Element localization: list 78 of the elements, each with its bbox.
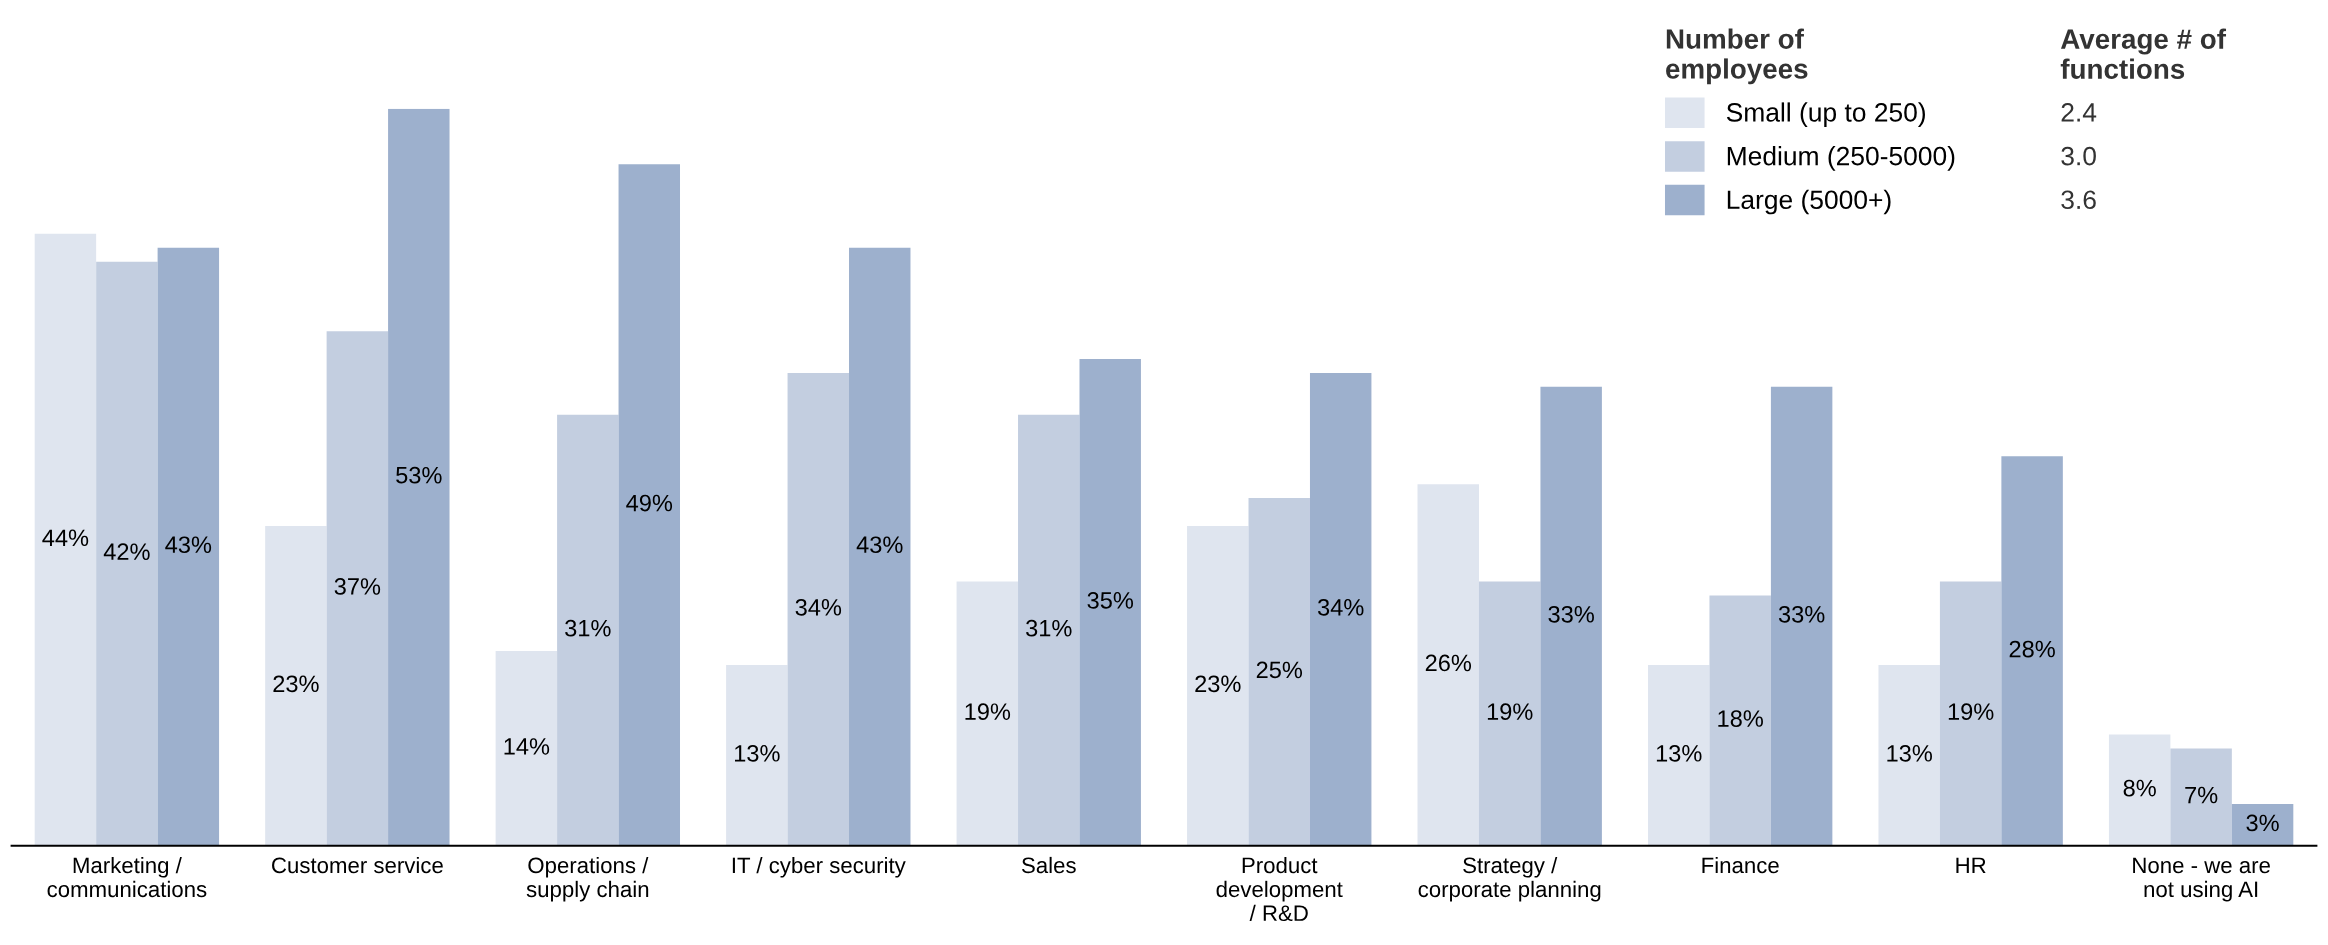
data-label: 49% <box>626 494 673 512</box>
data-label: 33% <box>1778 605 1825 623</box>
bar <box>2231 804 2294 846</box>
data-label: 31% <box>1026 619 1072 637</box>
data-label: 34% <box>1317 598 1364 616</box>
data-label: 8% <box>2123 779 2156 797</box>
data-label: 19% <box>1948 703 1994 720</box>
data-label: 14% <box>504 738 550 755</box>
x-tick-label: HR <box>1956 857 1986 873</box>
bar <box>1647 664 1710 846</box>
bar <box>849 247 911 846</box>
bar <box>326 331 389 846</box>
bar <box>618 164 681 846</box>
x-tick-label: None - we are not using AI <box>2133 857 2270 902</box>
bar <box>2108 734 2171 846</box>
bar <box>787 372 850 846</box>
data-label: 43% <box>165 536 212 554</box>
bar <box>2170 748 2232 846</box>
x-tick-label: Sales <box>1021 856 1076 874</box>
bar <box>96 261 158 846</box>
data-label: 42% <box>103 543 150 560</box>
annotation: 3.6 <box>2061 190 2096 210</box>
bar <box>1187 525 1249 846</box>
legend-label: Small (up to 250) <box>1726 102 1925 127</box>
x-tick-label: Strategy / corporate planning <box>1418 856 1601 902</box>
data-label: 23% <box>273 675 319 693</box>
data-label: 31% <box>565 619 611 637</box>
bar <box>1018 414 1080 846</box>
data-label: 7% <box>2185 786 2218 804</box>
bar <box>1079 359 1141 846</box>
data-label: 43% <box>856 536 903 554</box>
bar <box>726 664 788 846</box>
data-label: 13% <box>735 744 780 762</box>
data-label: 23% <box>1195 675 1241 693</box>
annotation: 2.4 <box>2061 103 2097 122</box>
data-label: 34% <box>795 598 842 616</box>
bar <box>2001 456 2063 846</box>
data-label: 35% <box>1087 592 1134 609</box>
annotation: 3.0 <box>2061 146 2096 166</box>
bar <box>34 233 97 846</box>
legend-title: Number of employees <box>1666 28 1808 85</box>
bar <box>1770 386 1833 846</box>
data-label: 25% <box>1256 661 1303 679</box>
bar <box>265 525 327 846</box>
bar <box>1309 372 1372 846</box>
data-label: 28% <box>2009 640 2055 658</box>
bar <box>1939 581 2002 846</box>
legend-label: Large (5000+) <box>1727 189 1891 215</box>
bar <box>1709 595 1771 846</box>
data-label: 53% <box>396 466 442 484</box>
data-label: 3% <box>2246 814 2279 832</box>
bar <box>388 108 450 846</box>
x-tick-label: Marketing / communications <box>47 856 207 898</box>
x-tick-label: Operations / supply chain <box>526 856 649 902</box>
bar <box>1478 581 1541 846</box>
bar <box>557 414 619 846</box>
data-label: 37% <box>334 578 381 595</box>
x-tick-label: Customer service <box>272 856 443 874</box>
bar <box>157 247 220 846</box>
bar <box>1248 498 1310 846</box>
bar <box>956 581 1019 846</box>
data-label: 19% <box>1487 703 1533 720</box>
data-label: 26% <box>1425 654 1472 672</box>
text: Average # of functions <box>2060 28 2227 79</box>
x-tick-label: Finance <box>1702 856 1779 874</box>
bar <box>1540 386 1602 846</box>
data-label: 18% <box>1718 710 1763 727</box>
bar <box>1878 664 1940 846</box>
data-label: 19% <box>965 703 1011 720</box>
data-label: 33% <box>1548 605 1594 623</box>
bar <box>1417 484 1479 846</box>
data-label: 13% <box>1656 744 1702 762</box>
x-tick-label: IT / cyber security <box>732 856 906 878</box>
x-tick-label: Product development / R&D <box>1216 856 1343 922</box>
data-label: 13% <box>1887 744 1932 762</box>
data-label: 44% <box>42 529 89 547</box>
bar <box>495 651 558 846</box>
legend-label: Medium (250-5000) <box>1727 146 1955 171</box>
